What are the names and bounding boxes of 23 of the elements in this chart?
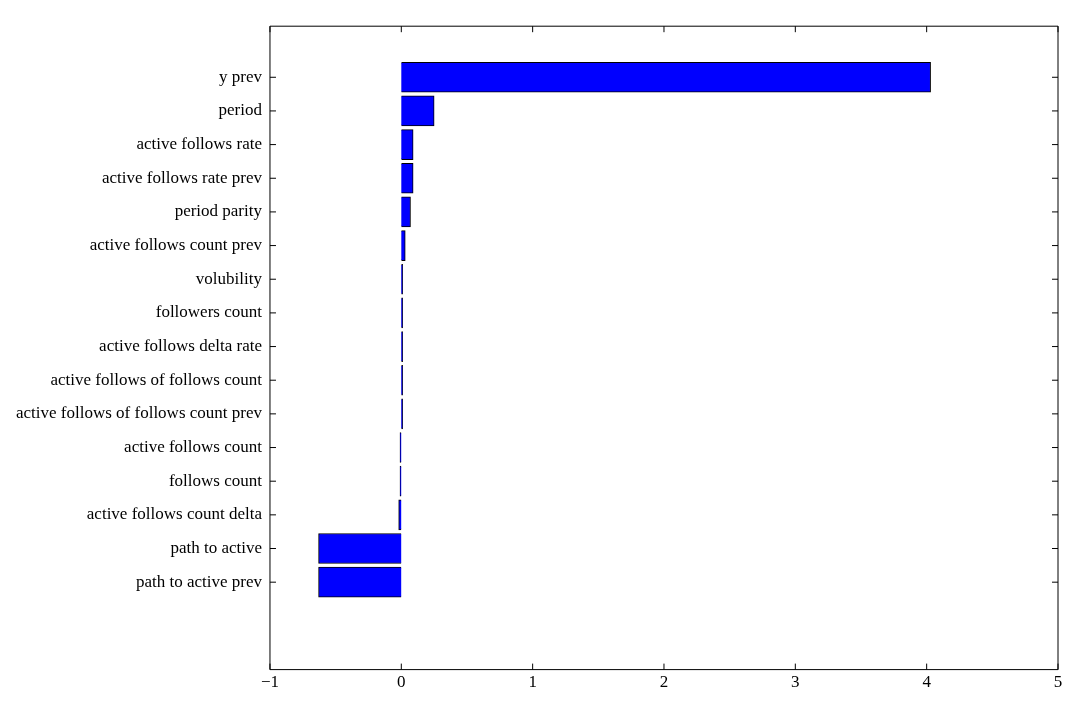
x-tick-label: 5 — [1053, 672, 1063, 692]
y-tick-label: active follows count — [124, 437, 263, 456]
y-tick-label: path to active prev — [135, 571, 263, 591]
y-tick-label: period — [218, 100, 263, 120]
y-tick-label: active follows of follows count — [50, 369, 263, 389]
x-tick-label: 2 — [659, 672, 669, 692]
y-tick-label: y prev — [219, 66, 263, 86]
y-tick-label: path to active — [170, 537, 262, 557]
y-tick-label: active follows count prev — [89, 235, 263, 255]
y-tick-label: active follows delta rate — [99, 336, 262, 356]
x-tick-label: −1 — [260, 672, 280, 692]
y-tick-label: active follows count delta — [86, 504, 263, 524]
x-tick-label: 1 — [528, 672, 537, 692]
y-tick-label: active follows rate — [136, 134, 262, 154]
y-tick-label: period parity — [174, 201, 263, 221]
x-tick-label: 0 — [397, 672, 406, 692]
y-tick-label: followers count — [155, 302, 263, 322]
x-tick-label: 3 — [791, 672, 800, 692]
x-tick-label: 4 — [922, 672, 932, 692]
y-tick-label: active follows rate prev — [101, 167, 263, 187]
y-tick-label: active follows of follows count prev — [16, 403, 263, 423]
y-tick-label: follows count — [168, 470, 263, 490]
y-tick-label: volubility — [195, 268, 263, 288]
